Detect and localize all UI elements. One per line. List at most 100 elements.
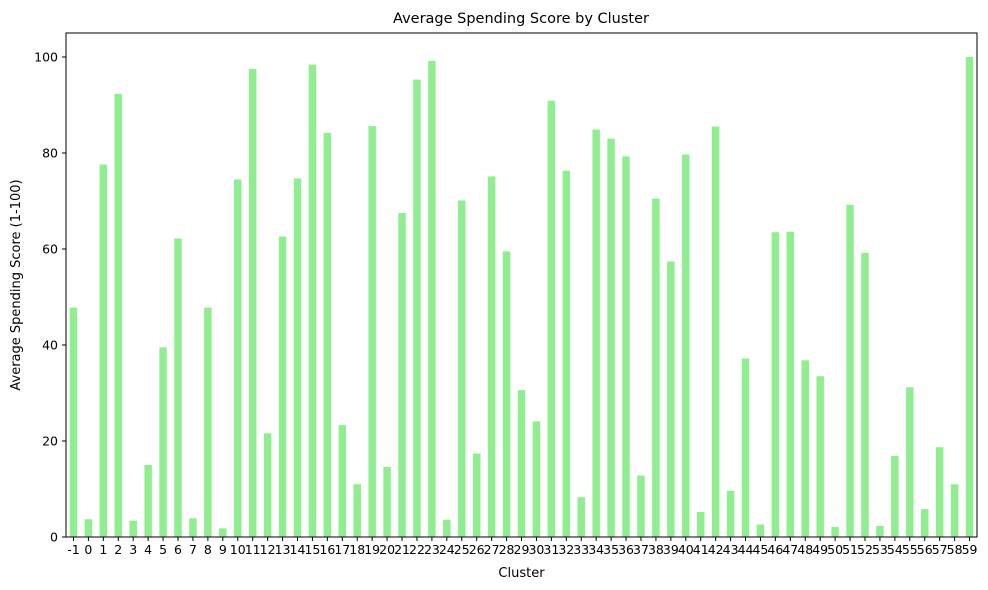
- y-tick-label: 60: [42, 242, 58, 257]
- x-tick-label: 20: [379, 542, 395, 557]
- y-tick-label: 0: [50, 530, 58, 545]
- bar-cluster-40: [682, 154, 690, 537]
- x-tick-label: 26: [469, 542, 485, 557]
- x-tick-label: 23: [424, 542, 440, 557]
- x-tick-label: 25: [454, 542, 470, 557]
- x-tick-label: 30: [528, 542, 544, 557]
- x-tick-label: 50: [827, 542, 843, 557]
- bar-cluster-36: [622, 156, 630, 538]
- x-tick-label: 1: [99, 542, 107, 557]
- x-tick-label: 9: [219, 542, 227, 557]
- bar-cluster-28: [502, 251, 511, 537]
- x-tick-label: -1: [67, 542, 79, 557]
- y-axis-ticks: 0 20 40 60 80 100: [34, 50, 66, 545]
- bar-cluster-30: [532, 421, 541, 537]
- x-tick-label: 29: [514, 542, 530, 557]
- bar-cluster-41: [696, 512, 705, 537]
- x-tick-label: 16: [319, 542, 335, 557]
- x-tick-label: 51: [842, 542, 858, 557]
- bar-cluster-9: [219, 528, 227, 537]
- x-tick-label: 39: [663, 542, 679, 557]
- x-tick-label: 34: [588, 542, 604, 557]
- x-tick-label: 58: [947, 542, 963, 557]
- bar-cluster-24: [443, 519, 451, 537]
- x-tick-label: 52: [857, 542, 873, 557]
- bar-cluster-13: [278, 236, 287, 537]
- bar-cluster-26: [472, 453, 481, 537]
- bar-cluster-52: [861, 252, 869, 537]
- x-tick-label: 47: [782, 542, 798, 557]
- x-tick-label: 17: [334, 542, 350, 557]
- x-tick-label: 48: [797, 542, 813, 557]
- bar-cluster-25: [458, 200, 466, 537]
- x-tick-label: 27: [484, 542, 500, 557]
- x-tick-label: 46: [767, 542, 783, 557]
- x-tick-label: 57: [932, 542, 948, 557]
- x-tick-label: 19: [364, 542, 380, 557]
- bar-cluster-49: [816, 376, 824, 537]
- x-tick-label: 24: [439, 542, 455, 557]
- x-tick-label: 8: [204, 542, 212, 557]
- bar-cluster-11: [248, 69, 257, 537]
- bar-cluster-55: [906, 387, 914, 537]
- bar-cluster-53: [876, 525, 884, 537]
- bar-cluster-17: [338, 425, 347, 537]
- x-tick-label: 54: [887, 542, 903, 557]
- x-tick-label: 28: [499, 542, 515, 557]
- bar-cluster-15: [308, 64, 317, 538]
- chart-title: Average Spending Score by Cluster: [393, 11, 649, 27]
- bar-cluster-12: [263, 433, 272, 537]
- x-tick-label: 41: [693, 542, 709, 557]
- bar-cluster-14: [293, 178, 302, 537]
- x-tick-label: 2: [114, 542, 122, 557]
- bar-cluster-32: [562, 170, 571, 537]
- x-tick-label: 45: [752, 542, 768, 557]
- bar-cluster--1: [69, 307, 78, 537]
- x-tick-label: 5: [159, 542, 167, 557]
- bar-cluster-42: [711, 126, 720, 537]
- x-tick-label: 59: [962, 542, 978, 557]
- plot-frame: [65, 32, 978, 538]
- x-tick-label: 0: [84, 542, 92, 557]
- bar-cluster-2: [114, 93, 123, 538]
- bar-cluster-33: [577, 497, 585, 537]
- bar-cluster-35: [607, 138, 615, 537]
- bar-cluster-58: [950, 484, 959, 537]
- bar-cluster-27: [487, 176, 496, 537]
- bar-cluster-45: [756, 524, 765, 537]
- bar-cluster-39: [667, 261, 675, 537]
- bar-cluster-4: [144, 465, 152, 537]
- bar-cluster-54: [891, 455, 899, 537]
- x-tick-label: 53: [872, 542, 888, 557]
- bar-cluster-0: [84, 519, 93, 537]
- x-tick-label: 37: [633, 542, 649, 557]
- bar-cluster-5: [159, 347, 167, 537]
- bar-cluster-38: [652, 198, 660, 537]
- y-tick-label: 80: [42, 146, 58, 161]
- bar-cluster-20: [383, 466, 391, 537]
- bar-cluster-10: [234, 179, 242, 537]
- bar-cluster-34: [592, 129, 600, 538]
- bar-cluster-3: [129, 520, 137, 537]
- x-tick-label: 21: [394, 542, 410, 557]
- bar-cluster-31: [547, 100, 556, 538]
- bar-cluster-37: [637, 475, 645, 537]
- bar-cluster-16: [323, 132, 332, 537]
- x-tick-label: 22: [409, 542, 425, 557]
- bar-cluster-51: [846, 204, 854, 537]
- bar-cluster-43: [726, 490, 735, 537]
- x-tick-label: 4: [144, 542, 152, 557]
- bar-cluster-8: [204, 307, 212, 537]
- x-axis-ticks: -1 0 1 2 3 4 5 6 7 8 9 10 11 12 13 14 15 16 17 18 19 20 21 22 23…: [67, 537, 978, 557]
- x-tick-label: 56: [917, 542, 933, 557]
- x-tick-label: 14: [290, 542, 306, 557]
- x-tick-label: 13: [275, 542, 291, 557]
- bar-cluster-29: [517, 390, 526, 537]
- bar-cluster-59: [965, 57, 974, 537]
- bar-cluster-50: [831, 526, 839, 537]
- x-tick-label: 31: [543, 542, 559, 557]
- x-tick-label: 6: [174, 542, 182, 557]
- y-tick-label: 100: [34, 50, 58, 65]
- bar-cluster-44: [741, 358, 750, 537]
